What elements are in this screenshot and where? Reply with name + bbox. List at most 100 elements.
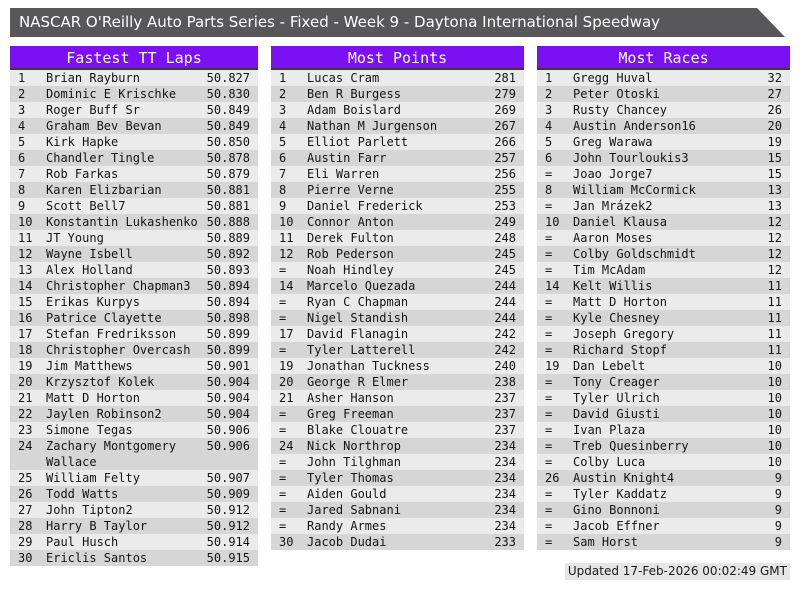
row-driver-name: Peter Otoski [573,87,660,101]
row-driver-name: Rob Farkas [46,167,119,181]
row-value: 50.904 [206,407,250,421]
row-driver-name: Greg Warawa [573,135,653,149]
row-driver-name: Todd Watts [46,487,119,501]
table-row: = Blake Clouatre 237 [271,422,524,438]
table-row: 11 JT Young 50.889 [10,230,258,246]
row-driver-name: Roger Buff Sr [46,103,140,117]
row-driver-name: Stefan Fredriksson [46,327,177,341]
row-driver-name: Tim McAdam [573,263,646,277]
row-value: 12 [767,247,782,261]
row-rank: = [545,487,553,501]
table-row: 9 Scott Bell7 50.881 [10,198,258,214]
row-driver-name: Patrice Clayette [46,311,162,325]
table-row: = Tony Creager 10 [537,374,790,390]
row-rank: = [545,375,553,389]
row-value: 234 [494,519,516,533]
row-value: 234 [494,455,516,469]
row-rank: 9 [18,199,26,213]
row-rank: = [279,423,287,437]
table-row: = Tyler Kaddatz 9 [537,486,790,502]
row-value: 238 [494,375,516,389]
table-row: 13 Alex Holland 50.893 [10,262,258,278]
row-driver-name: Adam Boislard [307,103,401,117]
row-rank: = [545,311,553,325]
row-rank: 10 [18,215,33,229]
row-rank: 20 [18,375,33,389]
row-value: 245 [494,263,516,277]
row-driver-name: Scott Bell7 [46,199,126,213]
row-value: 10 [767,359,782,373]
table-row: = Tim McAdam 12 [537,262,790,278]
row-rank: = [545,167,553,181]
table-row: = Gino Bonnoni 9 [537,502,790,518]
board-title-fastest-tt-laps: Fastest TT Laps [10,46,258,70]
row-driver-name: Christopher Overcash [46,343,191,357]
row-driver-name: Randy Armes [307,519,387,533]
row-driver-name: Dan Lebelt [573,359,646,373]
row-value: 279 [494,87,516,101]
row-value: 13 [767,199,782,213]
table-row: 21 Asher Hanson 237 [271,390,524,406]
row-driver-name: JT Young [46,231,104,245]
row-value: 244 [494,311,516,325]
table-row: 25 William Felty 50.907 [10,470,258,486]
board-title-most-races: Most Races [537,46,790,70]
row-driver-name: Joseph Gregory [573,327,675,341]
row-driver-name: Jaylen Robinson2 [46,407,162,421]
row-rank: 30 [18,551,33,565]
table-row: = Tyler Ulrich 10 [537,390,790,406]
row-rank: 19 [279,359,294,373]
table-row: = Joseph Gregory 11 [537,326,790,342]
row-value: 9 [774,535,782,549]
row-value: 242 [494,327,516,341]
table-row: 20 Krzysztof Kolek 50.904 [10,374,258,390]
table-row: = Nigel Standish 244 [271,310,524,326]
row-rank: 17 [18,327,33,341]
row-driver-name: Jacob Dudai [307,535,387,549]
row-value: 237 [494,407,516,421]
table-row: = Jacob Effner 9 [537,518,790,534]
row-rank: = [545,407,553,421]
row-rank: 17 [279,327,294,341]
row-rank: 1 [18,71,26,85]
row-value: 50.898 [206,311,250,325]
leaderboards-container: Fastest TT Laps 1 Brian Rayburn 50.827 2 Dom… [10,46,790,566]
table-row: = Sam Horst 9 [537,534,790,550]
row-rank: = [545,295,553,309]
table-row: 5 Elliot Parlett 266 [271,134,524,150]
row-value: 11 [767,327,782,341]
row-value: 9 [774,503,782,517]
row-rank: 28 [18,519,33,533]
row-rank: = [279,519,287,533]
row-driver-name: Greg Freeman [307,407,394,421]
table-row: 26 Austin Knight4 9 [537,470,790,486]
row-value: 50.914 [206,535,250,549]
table-row: = John Tilghman 234 [271,454,524,470]
table-row: 19 Dan Lebelt 10 [537,358,790,374]
row-value: 11 [767,279,782,293]
row-rank: 1 [545,71,553,85]
row-value: 9 [774,519,782,533]
row-rank: 20 [279,375,294,389]
row-rank: 12 [279,247,294,261]
table-row: 11 Derek Fulton 248 [271,230,524,246]
row-value: 12 [767,263,782,277]
table-row: 9 Daniel Frederick 253 [271,198,524,214]
row-value: 50.881 [206,199,250,213]
table-row: 7 Eli Warren 256 [271,166,524,182]
row-rank: = [545,327,553,341]
row-rank: 24 [18,439,33,453]
row-rank: 8 [18,183,26,197]
row-value: 50.849 [206,119,250,133]
row-value: 249 [494,215,516,229]
row-rank: = [279,295,287,309]
row-rank: 14 [279,279,294,293]
table-row: 2 Dominic E Krischke 50.830 [10,86,258,102]
row-rank: 25 [18,471,33,485]
row-rank: 26 [18,487,33,501]
row-driver-name: Jacob Effner [573,519,660,533]
row-value: 253 [494,199,516,213]
table-row: = David Giusti 10 [537,406,790,422]
table-row: = Ivan Plaza 10 [537,422,790,438]
table-row: 6 John Tourloukis3 15 [537,150,790,166]
